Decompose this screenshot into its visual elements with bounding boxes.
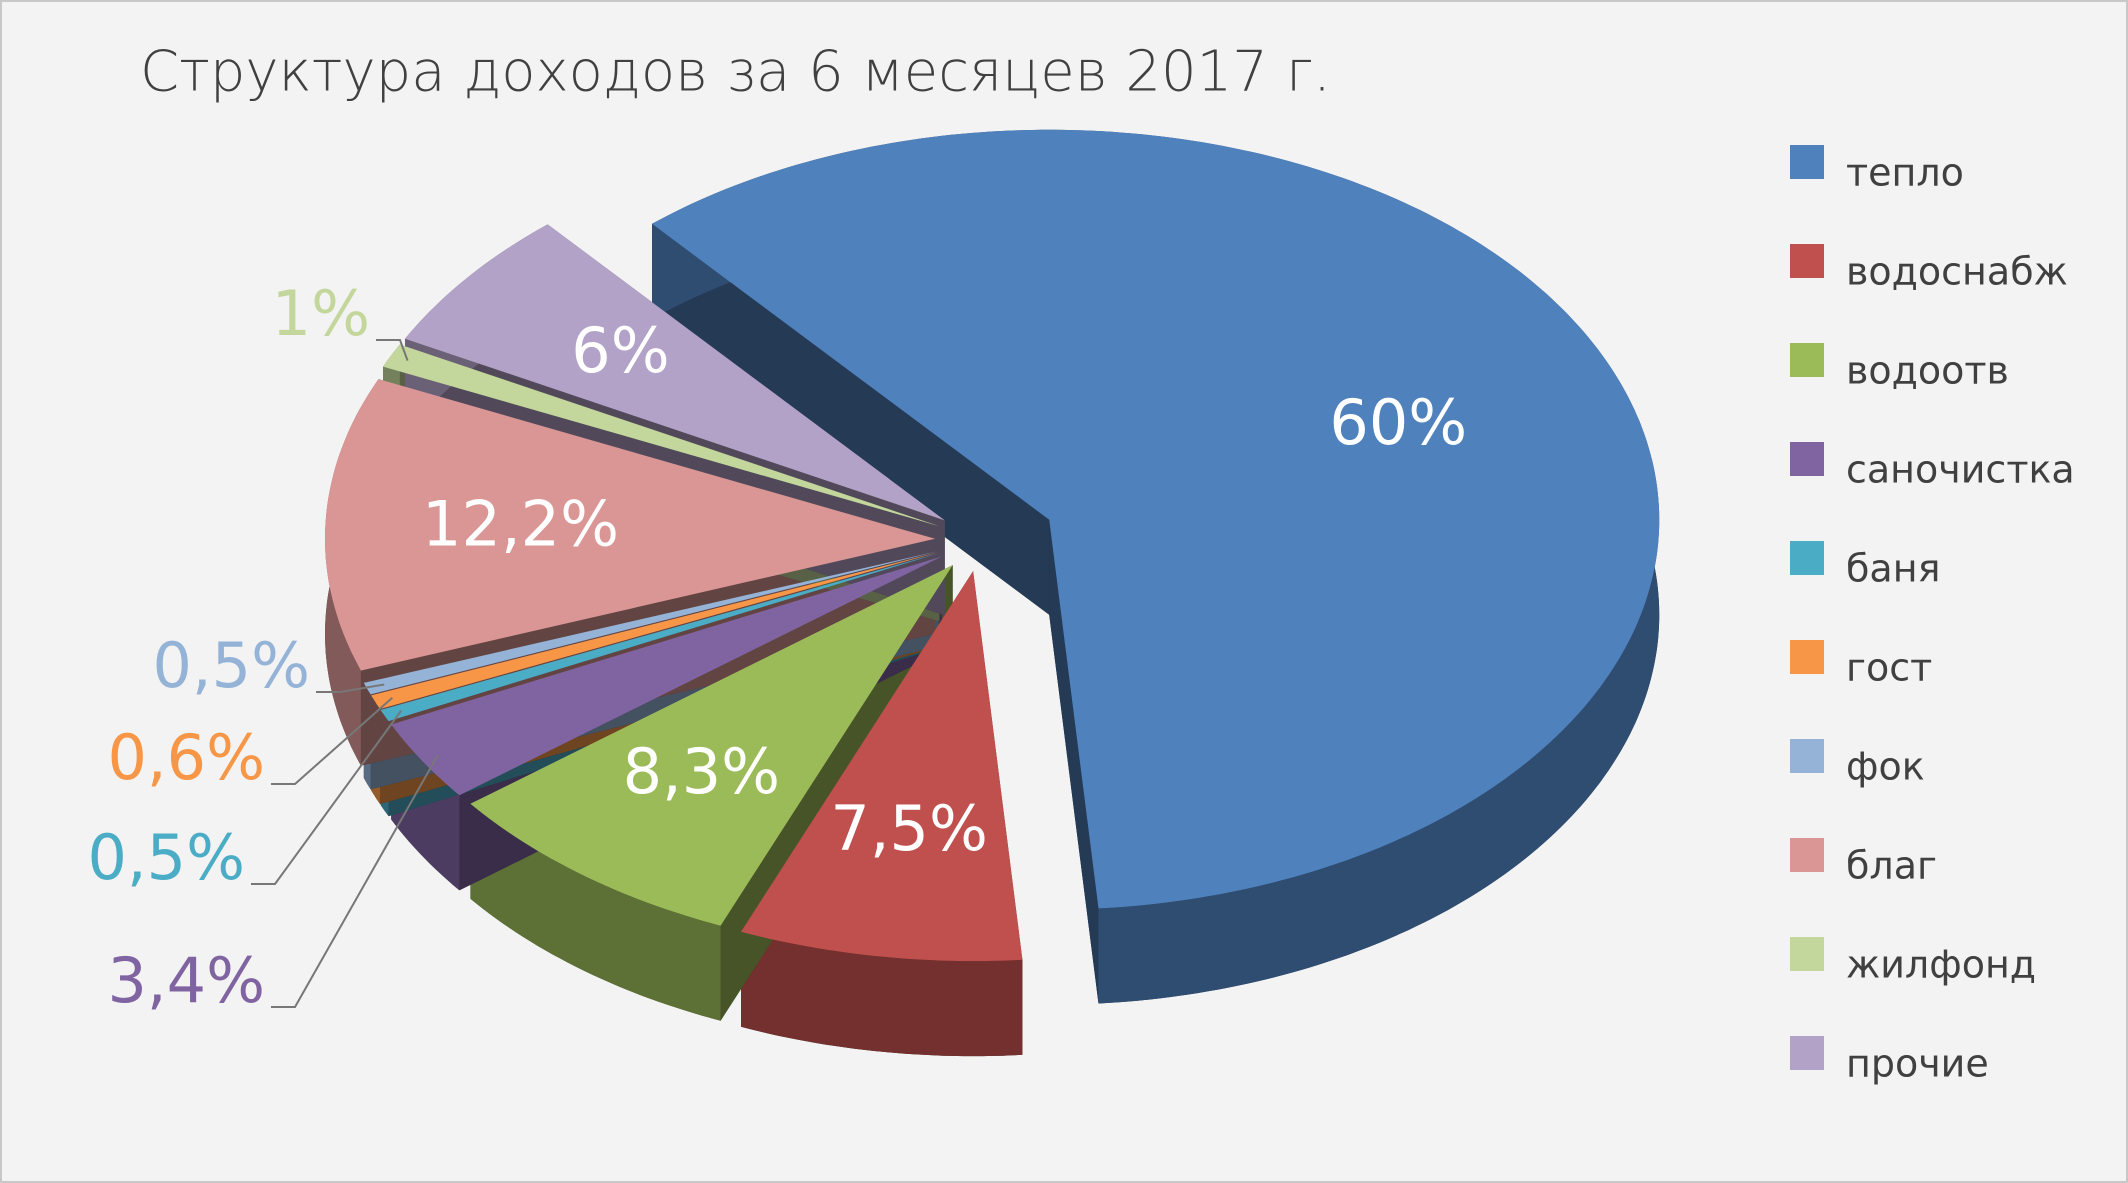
- leader-line: [251, 710, 402, 885]
- pie-slice: [380, 553, 940, 722]
- legend-label: гост: [1846, 646, 1932, 690]
- leader-line: [271, 696, 394, 785]
- legend-label: тепло: [1846, 151, 1964, 195]
- data-label: 6%: [571, 314, 669, 387]
- data-label: 8,3%: [623, 735, 781, 808]
- pie-slice: [652, 129, 1660, 909]
- data-label: 7,5%: [830, 792, 988, 865]
- legend-swatch: [1790, 541, 1824, 575]
- pie-slice: [371, 552, 939, 709]
- pie-slice: [383, 344, 940, 527]
- legend-swatch: [1790, 640, 1824, 674]
- leader-line: [271, 754, 439, 1008]
- data-label: 0,6%: [107, 721, 265, 794]
- slice-side: [741, 931, 1023, 1057]
- pie-slice: [391, 556, 942, 796]
- leader-line: [316, 683, 385, 693]
- legend-label: жилфонд: [1846, 943, 2036, 987]
- legend-label: водоснабж: [1846, 250, 2068, 294]
- data-label: 0,5%: [152, 629, 310, 702]
- legend-swatch: [1790, 937, 1824, 971]
- chart-title: Структура доходов за 6 месяцев 2017 г.: [140, 39, 1331, 104]
- legend-label: прочие: [1846, 1042, 1989, 1086]
- pie-slice: [741, 571, 1023, 962]
- legend-label: саночистка: [1846, 448, 2075, 492]
- pie-slice: [470, 565, 953, 926]
- leader-line: [376, 339, 409, 361]
- pie-slice: [363, 551, 938, 695]
- legend-swatch: [1790, 145, 1824, 179]
- legend-label: баня: [1846, 547, 1940, 591]
- legend-swatch: [1790, 1036, 1824, 1070]
- legend-swatch: [1790, 244, 1824, 278]
- slice-side: [470, 803, 721, 1021]
- slice-wall: [1049, 519, 1099, 1004]
- legend-swatch: [1790, 442, 1824, 476]
- legend-swatch: [1790, 838, 1824, 872]
- data-label: 60%: [1329, 386, 1467, 459]
- data-label: 12,2%: [422, 488, 619, 561]
- legend-label: благ: [1846, 844, 1937, 888]
- data-label: 3,4%: [107, 944, 265, 1017]
- legend-label: фок: [1846, 745, 1925, 789]
- legend-swatch: [1790, 343, 1824, 377]
- data-label: 1%: [272, 277, 370, 350]
- legend-swatch: [1790, 739, 1824, 773]
- slice-wall: [652, 223, 1050, 615]
- pie-slice: [325, 379, 935, 671]
- pie-slice: [405, 224, 945, 521]
- pie-tops: [325, 129, 1660, 962]
- data-label: 0,5%: [87, 821, 245, 894]
- legend-label: водоотв: [1846, 349, 2009, 393]
